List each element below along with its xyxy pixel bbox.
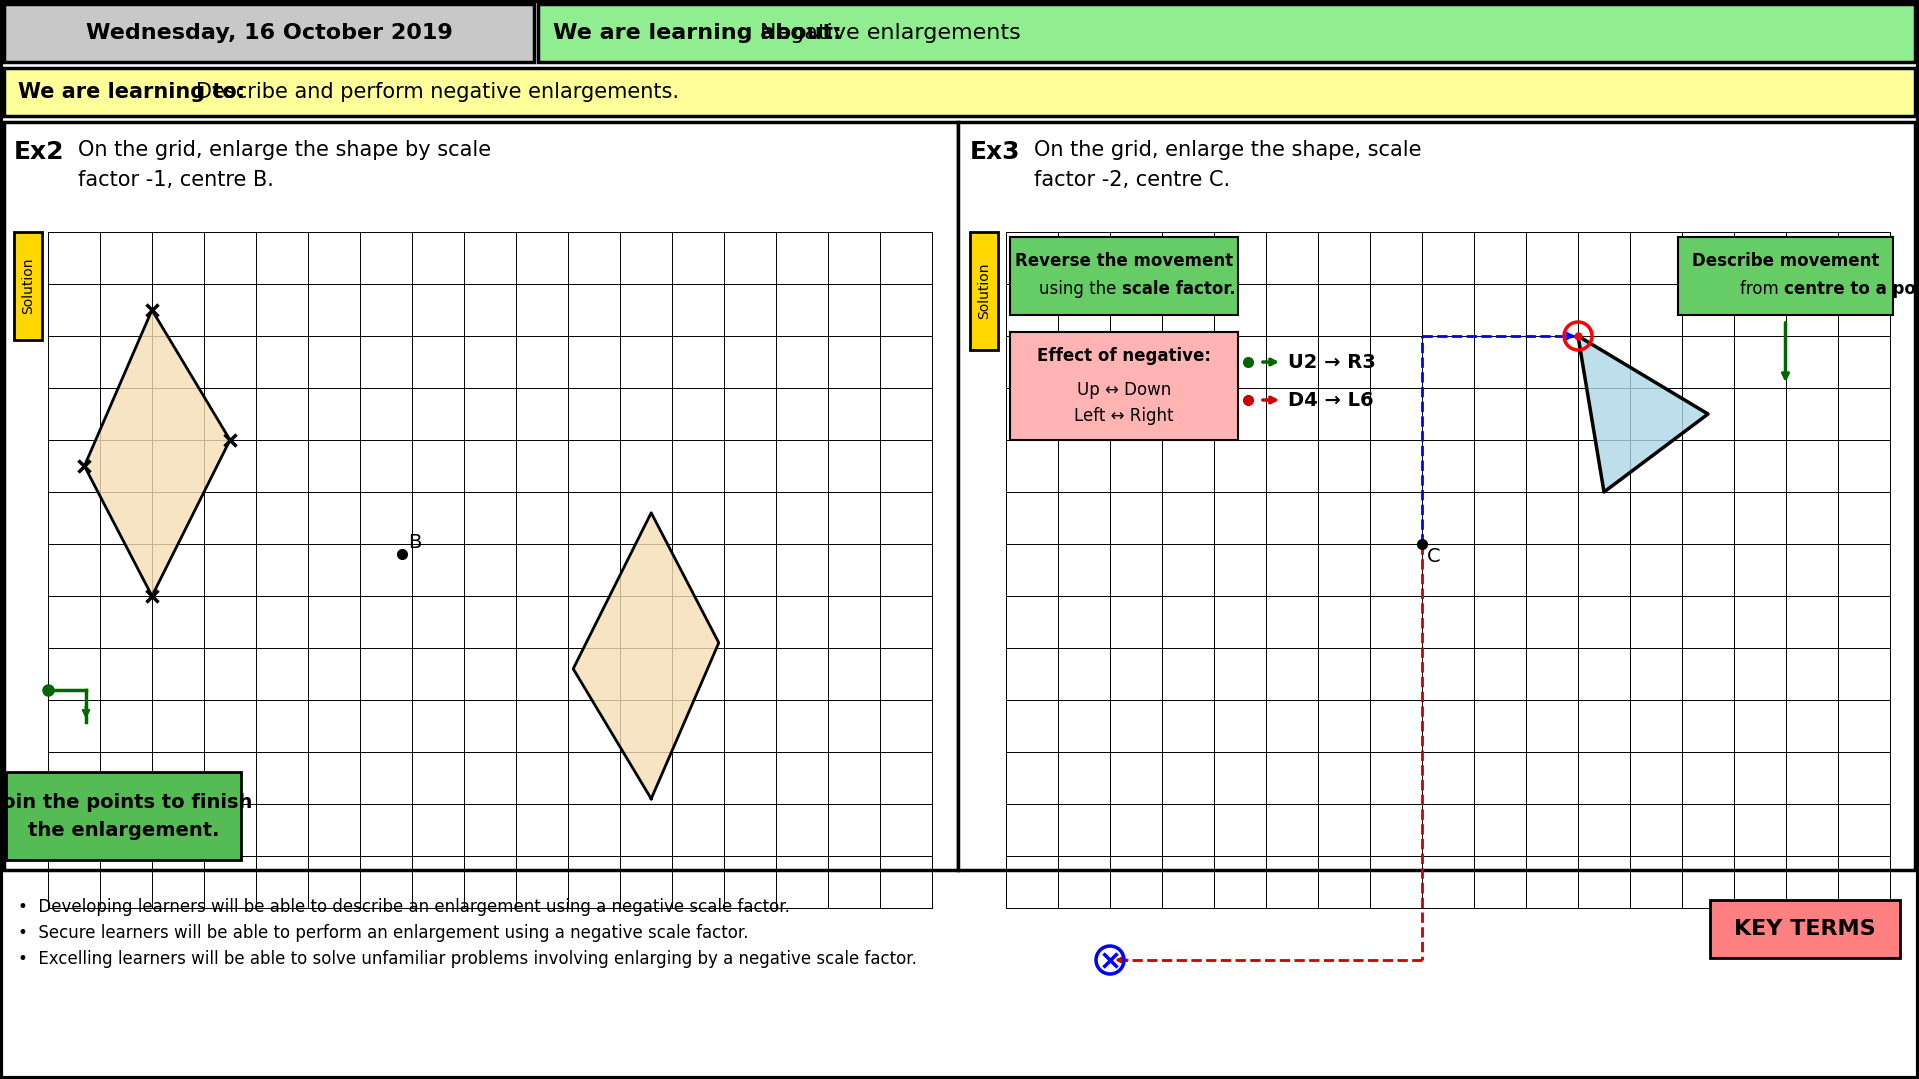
Text: Negative enlargements: Negative enlargements <box>760 23 1021 43</box>
Text: Solution: Solution <box>21 258 35 314</box>
Text: scale factor.: scale factor. <box>1123 279 1236 298</box>
Bar <box>4 4 533 62</box>
Text: factor -1, centre B.: factor -1, centre B. <box>79 170 274 190</box>
Text: We are learning about:: We are learning about: <box>553 23 842 43</box>
Text: using the: using the <box>1040 279 1123 298</box>
Text: On the grid, enlarge the shape by scale: On the grid, enlarge the shape by scale <box>79 140 491 160</box>
Text: U2 → R3: U2 → R3 <box>1288 353 1376 371</box>
Text: centre to a point.: centre to a point. <box>1783 279 1919 298</box>
Text: C: C <box>1428 547 1441 566</box>
Bar <box>1677 237 1892 315</box>
Text: KEY TERMS: KEY TERMS <box>1735 919 1875 939</box>
Bar <box>969 232 998 350</box>
Bar <box>958 122 1915 870</box>
Text: •  Developing learners will be able to describe an enlargement using a negative : • Developing learners will be able to de… <box>17 898 791 916</box>
Text: Up ↔ Down: Up ↔ Down <box>1077 381 1171 399</box>
Text: On the grid, enlarge the shape, scale: On the grid, enlarge the shape, scale <box>1034 140 1422 160</box>
Bar <box>1710 900 1900 958</box>
Text: Solution: Solution <box>977 263 990 319</box>
Text: Ex3: Ex3 <box>969 140 1021 164</box>
Text: •  Secure learners will be able to perform an enlargement using a negative scale: • Secure learners will be able to perfor… <box>17 924 748 942</box>
Polygon shape <box>1577 336 1708 492</box>
Text: Left ↔ Right: Left ↔ Right <box>1075 407 1174 425</box>
Text: B: B <box>409 533 422 552</box>
Text: Effect of negative:: Effect of negative: <box>1036 347 1211 365</box>
Bar <box>13 232 42 340</box>
Bar <box>1009 332 1238 440</box>
Bar <box>4 122 958 870</box>
Bar <box>6 771 242 860</box>
Bar <box>4 68 1915 117</box>
Polygon shape <box>84 310 230 596</box>
Text: Wednesday, 16 October 2019: Wednesday, 16 October 2019 <box>86 23 453 43</box>
Text: Describe movement: Describe movement <box>1693 252 1879 270</box>
Bar <box>537 4 1915 62</box>
Text: from: from <box>1739 279 1783 298</box>
Text: the enlargement.: the enlargement. <box>27 820 219 839</box>
Text: We are learning to:: We are learning to: <box>17 82 246 103</box>
Text: •  Excelling learners will be able to solve unfamiliar problems involving enlarg: • Excelling learners will be able to sol… <box>17 950 917 968</box>
Text: Describe and perform negative enlargements.: Describe and perform negative enlargemen… <box>196 82 679 103</box>
Text: Join the points to finish: Join the points to finish <box>0 792 251 811</box>
Text: factor -2, centre C.: factor -2, centre C. <box>1034 170 1230 190</box>
Text: Reverse the movement: Reverse the movement <box>1015 252 1234 270</box>
Text: D4 → L6: D4 → L6 <box>1288 391 1374 410</box>
Text: Ex2: Ex2 <box>13 140 65 164</box>
Polygon shape <box>574 513 720 798</box>
Bar <box>1009 237 1238 315</box>
